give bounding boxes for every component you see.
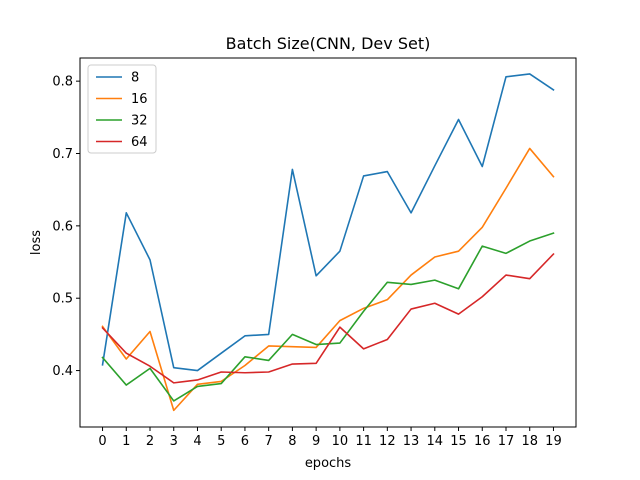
x-tick-label: 9 xyxy=(312,434,320,449)
y-tick-label: 0.7 xyxy=(52,147,73,162)
y-tick-label: 0.4 xyxy=(52,364,73,379)
y-axis-title: loss xyxy=(29,230,44,255)
x-tick-label: 14 xyxy=(427,434,444,449)
x-tick-label: 3 xyxy=(170,434,178,449)
x-tick-label: 11 xyxy=(355,434,372,449)
x-tick-label: 0 xyxy=(98,434,106,449)
series-line-16 xyxy=(101,147,555,412)
legend-label: 16 xyxy=(131,92,148,107)
series-layer xyxy=(101,73,555,412)
legend-box xyxy=(87,64,157,154)
y-tick-label: 0.6 xyxy=(52,219,73,234)
x-tick-label: 12 xyxy=(379,434,396,449)
series-line-8 xyxy=(101,73,555,372)
plot-area-frame xyxy=(79,57,577,428)
x-tick-label: 1 xyxy=(122,434,130,449)
legend: 8 16 32 64 xyxy=(87,64,157,154)
x-tick-label: 4 xyxy=(193,434,201,449)
x-tick-label: 5 xyxy=(217,434,225,449)
y-tick-label: 0.8 xyxy=(52,75,73,90)
legend-label: 32 xyxy=(131,114,148,129)
x-tick-label: 7 xyxy=(265,434,273,449)
x-tick-label: 18 xyxy=(521,434,538,449)
x-tick-label: 17 xyxy=(498,434,515,449)
legend-label: 8 xyxy=(131,71,139,86)
x-axis-title: epochs xyxy=(305,456,352,471)
x-tick-label: 19 xyxy=(545,434,562,449)
x-tick-label: 10 xyxy=(332,434,349,449)
y-axis: 0.4 0.5 0.6 0.7 0.8 xyxy=(52,75,80,379)
series-line-64 xyxy=(101,252,555,384)
x-tick-label: 13 xyxy=(403,434,420,449)
x-axis: 0 1 2 3 4 5 6 7 8 9 10 11 12 13 14 15 16 17 18 19 xyxy=(98,427,562,449)
chart-title: Batch Size(CNN, Dev Set) xyxy=(226,34,431,53)
series-line-32 xyxy=(101,232,555,402)
x-tick-label: 8 xyxy=(288,434,296,449)
x-tick-label: 16 xyxy=(474,434,491,449)
x-tick-label: 6 xyxy=(241,434,249,449)
legend-label: 64 xyxy=(131,135,148,150)
x-tick-label: 2 xyxy=(146,434,154,449)
y-tick-label: 0.5 xyxy=(52,292,73,307)
x-tick-label: 15 xyxy=(450,434,467,449)
